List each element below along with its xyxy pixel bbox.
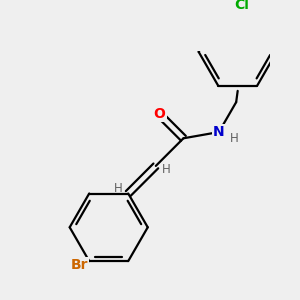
Text: Cl: Cl [234,0,249,12]
Text: O: O [154,107,165,122]
Text: H: H [230,132,238,145]
Text: Br: Br [71,258,88,272]
Text: N: N [213,125,225,139]
Text: H: H [162,163,171,176]
Text: H: H [114,182,123,195]
